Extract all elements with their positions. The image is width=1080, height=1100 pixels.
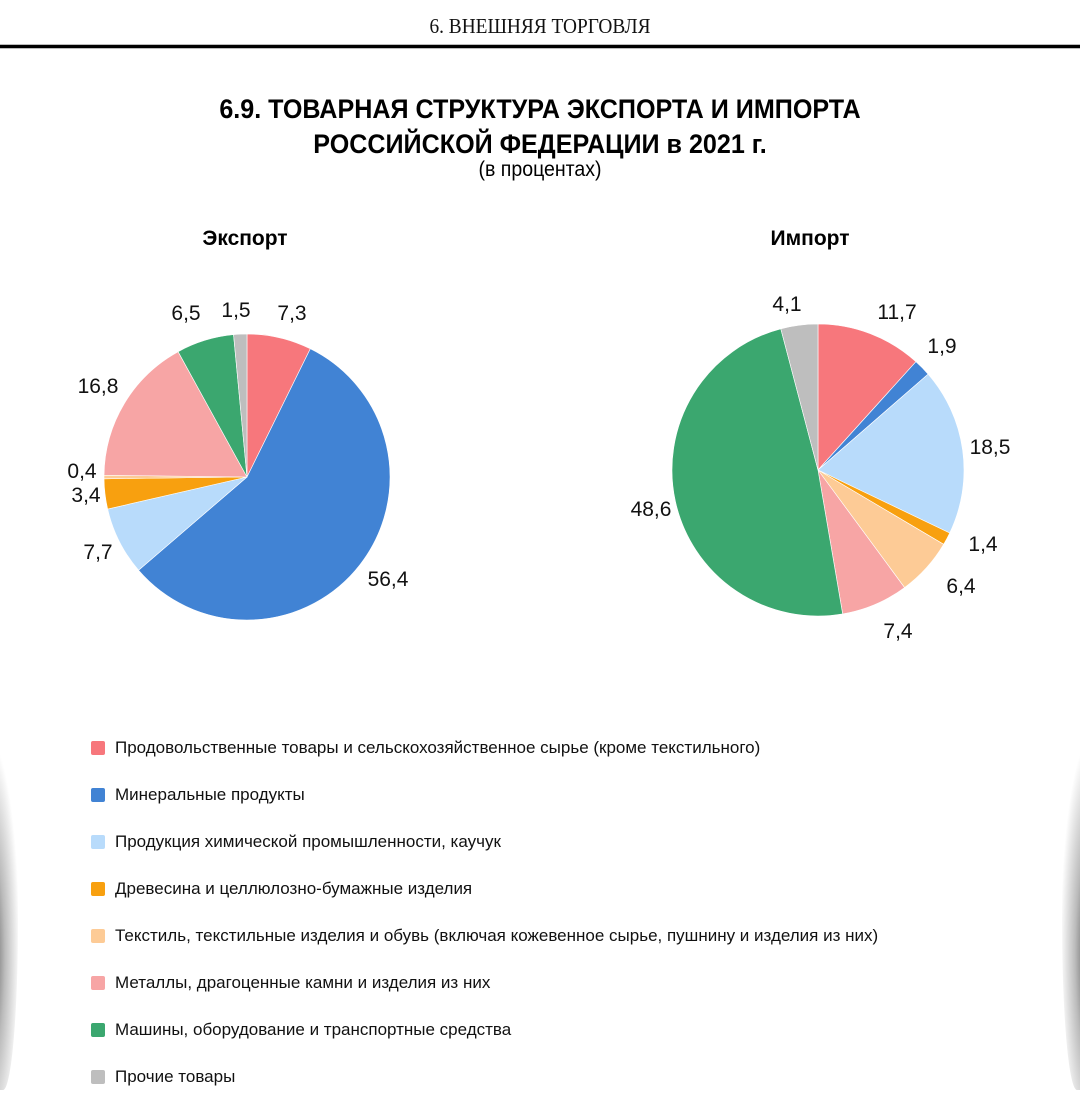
slice-value-label-textile: 0,4 (67, 460, 97, 483)
slice-value-label-food: 11,7 (877, 301, 916, 324)
legend-item-wood: Древесина и целлюлозно-бумажные изделия (91, 865, 878, 912)
legend-label: Текстиль, текстильные изделия и обувь (в… (115, 925, 879, 945)
legend-item-other: Прочие товары (91, 1053, 878, 1100)
legend-swatch-metals (91, 975, 105, 990)
slice-value-label-textile: 6,4 (946, 575, 976, 598)
slice-value-label-machinery: 6,5 (171, 302, 200, 325)
legend-item-textile: Текстиль, текстильные изделия и обувь (в… (91, 912, 878, 959)
slice-value-label-wood: 1,4 (968, 533, 998, 556)
legend-item-machinery: Машины, оборудование и транспортные сред… (91, 1006, 878, 1053)
pie-slice-other (233, 333, 248, 478)
figure-title-line-2: РОССИЙСКОЙ ФЕДЕРАЦИИ в 2021 г. (313, 129, 767, 159)
legend-swatch-wood (91, 881, 105, 896)
pie-charts: 7,3 56,4 7,7 3,40,4 16,8 6,5 1,5 11,7 1,9 18,5 1,… (67, 293, 1011, 643)
legend-label: Древесина и целлюлозно-бумажные изделия (115, 878, 473, 898)
running-head: 6. ВНЕШНЯЯ ТОРГОВЛЯ (429, 14, 651, 38)
import-pie-chart: 11,7 1,9 18,5 1,4 6,4 7,4 48,6 4,1 (631, 293, 1011, 643)
legend-label: Продовольственные товары и сельскохозяйс… (115, 737, 761, 757)
slice-value-label-other: 4,1 (772, 293, 801, 316)
slice-value-label-mineral: 56,4 (368, 568, 409, 591)
pie-slice-machinery (671, 328, 843, 617)
legend: Продовольственные товары и сельскохозяйс… (91, 724, 878, 1100)
slice-value-label-chemical: 7,7 (83, 541, 112, 564)
legend-swatch-other (91, 1069, 105, 1084)
slice-value-label-mineral: 1,9 (927, 335, 956, 358)
legend-label: Прочие товары (115, 1066, 236, 1086)
pie-slice-chemical (817, 373, 965, 534)
pie-slice-metals (103, 351, 248, 478)
figure-title-line-1: 6.9. ТОВАРНАЯ СТРУКТУРА ЭКСПОРТА И ИМПОР… (219, 94, 861, 124)
legend-label: Продукция химической промышленности, кау… (115, 831, 501, 851)
legend-swatch-food (91, 740, 105, 755)
legend-swatch-mineral (91, 787, 105, 802)
legend-swatch-chemical (91, 834, 105, 849)
header-rule (0, 45, 1080, 48)
slice-value-label-other: 1,5 (221, 299, 250, 322)
export-pie-title: Экспорт (202, 227, 288, 250)
legend-item-food: Продовольственные товары и сельскохозяйс… (91, 724, 878, 771)
export-pie-chart: 7,3 56,4 7,7 3,40,4 16,8 6,5 1,5 (67, 299, 409, 621)
slice-value-label-wood: 3,4 (71, 484, 101, 507)
pie-slice-food (817, 323, 917, 471)
page-curl-shadow-left (0, 750, 18, 1090)
legend-label: Металлы, драгоценные камни и изделия из … (115, 972, 491, 992)
legend-item-mineral: Минеральные продукты (91, 771, 878, 818)
figure-subtitle: (в процентах) (478, 158, 602, 181)
legend-label: Минеральные продукты (115, 784, 305, 804)
pie-slice-mineral (138, 348, 391, 621)
figure-title: 6.9. ТОВАРНАЯ СТРУКТУРА ЭКСПОРТА И ИМПОР… (38, 92, 1042, 162)
slice-value-label-chemical: 18,5 (970, 436, 1011, 459)
legend-swatch-textile (91, 928, 105, 943)
legend-item-chemical: Продукция химической промышленности, кау… (91, 818, 878, 865)
legend-swatch-machinery (91, 1022, 105, 1037)
legend-label: Машины, оборудование и транспортные сред… (115, 1019, 512, 1039)
slice-value-label-machinery: 48,6 (631, 498, 672, 521)
slice-value-label-metals: 16,8 (78, 375, 119, 398)
legend-item-metals: Металлы, драгоценные камни и изделия из … (91, 959, 878, 1006)
pie-slice-other (780, 323, 819, 471)
slice-value-label-metals: 7,4 (883, 620, 913, 643)
page-curl-shadow-right (1062, 750, 1080, 1090)
import-pie-title: Импорт (770, 227, 850, 250)
slice-value-label-food: 7,3 (277, 302, 306, 325)
